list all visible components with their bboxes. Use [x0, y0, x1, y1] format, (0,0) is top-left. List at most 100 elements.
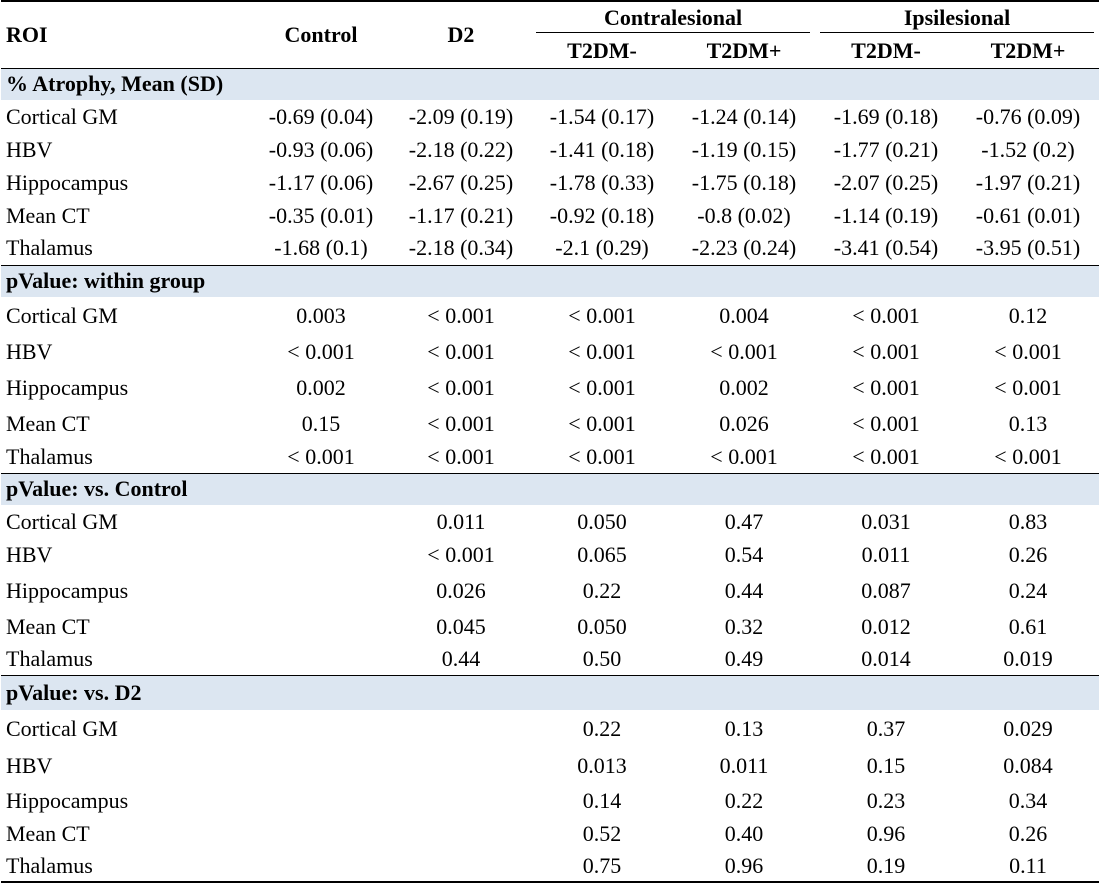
value-cell: 0.026 [719, 411, 769, 436]
value-cell: -2.09 (0.19) [408, 103, 514, 129]
row-label: Thalamus [6, 235, 93, 261]
value-cell: -2.18 (0.22) [408, 136, 514, 162]
value-cell: 0.12 [1008, 303, 1048, 328]
row-label: Mean CT [6, 411, 90, 436]
value-cell: -1.77 (0.21) [833, 136, 939, 162]
value-cell: -1.68 (0.1) [274, 235, 368, 261]
data-row: Mean CT 0.045 0.050 0.32 0.012 0.61 [1, 611, 1099, 643]
value-cell: -1.41 (0.18) [549, 136, 655, 162]
data-row: Hippocampus 0.026 0.22 0.44 0.087 0.24 [1, 571, 1099, 611]
value-cell: -0.92 (0.18) [549, 202, 655, 228]
data-row: Mean CT 0.15 < 0.001 < 0.001 0.026 < 0.001 0.1… [1, 407, 1099, 441]
empty-cell [251, 748, 391, 784]
header-subcolumn: T2DM- [531, 34, 673, 69]
value-cell: 0.050 [577, 508, 627, 534]
value-cell: -1.24 (0.14) [691, 103, 797, 129]
value-cell: -2.67 (0.25) [408, 169, 514, 195]
value-cell: 0.026 [436, 578, 486, 603]
value-cell: 0.96 [673, 850, 815, 883]
section-title: pValue: vs. D2 [1, 674, 1099, 710]
value-cell: 0.050 [577, 614, 627, 639]
data-row: HBV 0.013 0.011 0.15 0.084 [1, 748, 1099, 784]
value-cell: -0.35 (0.01) [268, 202, 374, 228]
row-label: HBV [6, 753, 53, 778]
value-cell: 0.24 [1008, 578, 1048, 603]
row-label: Hippocampus [6, 169, 129, 195]
value-cell: -1.69 (0.18) [833, 103, 939, 129]
value-cell: 0.37 [866, 716, 906, 741]
value-cell: 0.47 [724, 508, 764, 534]
value-cell: < 0.001 [427, 339, 495, 364]
row-label: Cortical GM [6, 303, 118, 328]
data-row: Thalamus -1.68 (0.1) -2.18 (0.34) -2.1 (0.2… [1, 232, 1099, 265]
value-cell: -0.76 (0.09) [975, 103, 1081, 129]
header-control: Control [251, 0, 391, 69]
row-label: Thalamus [6, 443, 93, 469]
header-subcolumn: T2DM- [815, 34, 957, 69]
empty-cell [391, 748, 531, 784]
value-cell: 0.44 [724, 578, 764, 603]
value-cell: 0.004 [719, 303, 769, 328]
value-cell: < 0.001 [568, 443, 636, 469]
empty-cell [251, 571, 391, 611]
value-cell: -0.61 (0.01) [975, 202, 1081, 228]
value-cell: < 0.001 [568, 375, 636, 400]
value-cell: 0.26 [1008, 821, 1048, 846]
value-cell: 0.087 [861, 578, 911, 603]
empty-cell [251, 538, 391, 571]
value-cell: -2.1 (0.29) [555, 235, 649, 261]
value-cell: 0.22 [582, 716, 622, 741]
value-cell: 0.011 [436, 508, 486, 534]
value-cell: 0.19 [815, 850, 957, 883]
value-cell: < 0.001 [568, 339, 636, 364]
value-cell: 0.54 [724, 541, 764, 567]
value-cell: 0.031 [861, 508, 911, 534]
value-cell: -1.54 (0.17) [549, 103, 655, 129]
data-row: Cortical GM 0.003 < 0.001 < 0.001 0.004 < 0.0… [1, 297, 1099, 335]
row-label: Mean CT [6, 202, 90, 228]
row-label: Hippocampus [6, 788, 129, 813]
data-row: Mean CT 0.52 0.40 0.96 0.26 [1, 818, 1099, 850]
value-cell: < 0.001 [852, 375, 920, 400]
row-label: HBV [6, 136, 53, 162]
value-cell: -1.17 (0.21) [408, 202, 514, 228]
value-cell: 0.14 [582, 788, 622, 813]
value-cell: < 0.001 [994, 339, 1062, 364]
value-cell: 0.75 [531, 850, 673, 883]
row-label: Mean CT [6, 821, 90, 846]
row-label: Cortical GM [6, 508, 118, 534]
data-row: HBV < 0.001 0.065 0.54 0.011 0.26 [1, 538, 1099, 571]
header-d2: D2 [391, 0, 531, 69]
value-cell: 0.52 [582, 821, 622, 846]
value-cell: 0.22 [582, 578, 622, 603]
empty-cell [251, 850, 391, 883]
value-cell: < 0.001 [568, 411, 636, 436]
empty-cell [391, 784, 531, 818]
row-label: Cortical GM [6, 716, 118, 741]
header-subcolumn: T2DM+ [957, 34, 1099, 69]
value-cell: 0.50 [582, 645, 622, 671]
row-label: Hippocampus [6, 375, 129, 400]
row-label: HBV [6, 339, 53, 364]
group-label: Contralesional [536, 3, 810, 33]
row-label: Cortical GM [6, 103, 118, 129]
value-cell: -1.17 (0.06) [268, 169, 374, 195]
value-cell: < 0.001 [852, 303, 920, 328]
value-cell: 0.96 [866, 821, 906, 846]
value-cell: -1.52 (0.2) [981, 136, 1075, 162]
value-cell: < 0.001 [568, 303, 636, 328]
section-header-row: pValue: vs. Control [1, 472, 1099, 505]
value-cell: 0.83 [1008, 508, 1048, 534]
value-cell: 0.23 [866, 788, 906, 813]
empty-cell [391, 818, 531, 850]
empty-cell [391, 850, 531, 883]
value-cell: < 0.001 [852, 443, 920, 469]
row-label: Mean CT [6, 614, 90, 639]
value-cell: -2.18 (0.34) [408, 235, 514, 261]
value-cell: 0.084 [1003, 753, 1053, 778]
value-cell: 0.11 [957, 850, 1099, 883]
data-row: Thalamus 0.75 0.96 0.19 0.11 [1, 850, 1099, 883]
value-cell: < 0.001 [994, 375, 1062, 400]
value-cell: 0.13 [724, 716, 764, 741]
value-cell: < 0.001 [427, 411, 495, 436]
